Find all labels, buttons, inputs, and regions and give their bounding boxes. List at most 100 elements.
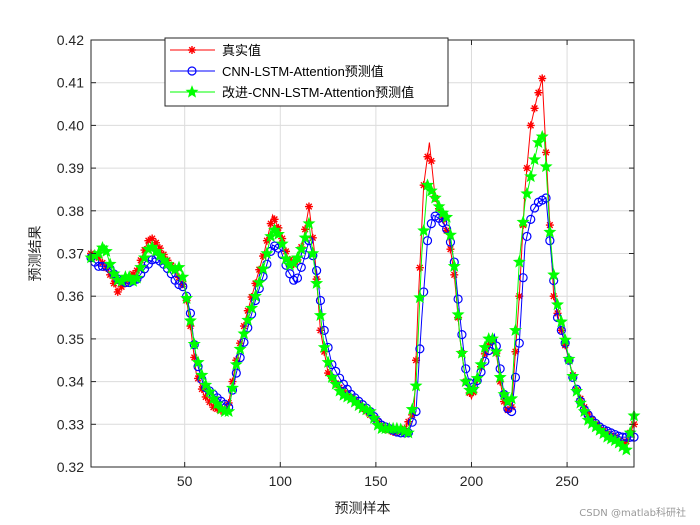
data-point: [363, 404, 377, 417]
data-point: [530, 104, 539, 113]
data-point: [524, 169, 538, 183]
data-point: [241, 313, 255, 326]
x-tick-label: 150: [364, 473, 388, 489]
data-point: [199, 378, 213, 391]
series-0: [87, 74, 638, 448]
data-point: [424, 184, 438, 197]
y-tick-label: 0.40: [57, 117, 84, 133]
data-point: [412, 356, 421, 365]
data-point: [187, 337, 201, 350]
data-point: [245, 301, 259, 314]
data-point: [497, 387, 511, 400]
data-point: [570, 384, 584, 397]
data-point: [298, 230, 312, 244]
data-point: [195, 368, 209, 381]
data-point: [152, 238, 161, 247]
y-tick-label: 0.32: [57, 459, 84, 475]
data-point: [174, 273, 183, 282]
data-point: [256, 262, 270, 275]
data-point: [507, 406, 517, 417]
y-axis-label: 预测结果: [28, 226, 44, 282]
data-point: [401, 425, 415, 439]
data-point: [109, 279, 118, 288]
data-point: [427, 156, 436, 165]
data-point: [248, 289, 262, 302]
data-point: [423, 152, 432, 161]
data-point: [138, 250, 151, 264]
data-point: [549, 292, 558, 301]
data-point: [566, 369, 580, 382]
data-point: [203, 384, 216, 398]
data-point: [413, 290, 427, 304]
legend-swatch-marker: [185, 85, 199, 98]
series-layer: [84, 74, 641, 456]
data-point: [210, 396, 224, 410]
data-point: [180, 291, 194, 304]
data-point: [451, 307, 465, 321]
data-point: [496, 377, 505, 386]
data-point: [178, 281, 188, 292]
data-point: [443, 228, 457, 241]
y-tick-label: 0.35: [57, 331, 84, 347]
data-point: [235, 353, 245, 363]
data-point: [421, 178, 434, 191]
data-point: [148, 234, 157, 243]
data-point: [252, 275, 266, 289]
data-point: [562, 352, 576, 365]
data-point: [534, 88, 543, 97]
data-point: [408, 410, 417, 419]
data-point: [405, 402, 419, 415]
data-point: [526, 121, 535, 130]
data-point: [247, 293, 256, 302]
data-point: [176, 270, 190, 283]
y-tick-label: 0.42: [57, 32, 84, 48]
data-point: [282, 247, 291, 256]
data-point: [301, 225, 310, 234]
data-point: [511, 347, 520, 356]
data-point: [577, 404, 591, 417]
data-point: [226, 381, 239, 394]
data-point: [455, 346, 469, 359]
data-point: [453, 294, 463, 304]
watermark: CSDN @matlab科研社: [579, 508, 686, 519]
series-2: [84, 129, 641, 456]
data-point: [237, 326, 251, 340]
data-point: [262, 236, 271, 245]
data-point: [140, 246, 149, 255]
legend-box: [164, 37, 449, 107]
legend-label: 真实值: [222, 43, 261, 58]
data-point: [470, 371, 484, 384]
data-point: [132, 266, 141, 275]
data-point: [543, 225, 557, 238]
tick-layer: 50 100 150 200 250 0.32 0.33 0.34 0.35 0.36 0.37 0.…: [57, 32, 634, 489]
data-point: [294, 242, 308, 255]
data-point: [312, 265, 322, 276]
data-point: [486, 332, 499, 345]
data-point: [136, 256, 145, 265]
data-point: [191, 355, 205, 368]
data-point: [287, 256, 301, 269]
data-point: [313, 308, 327, 321]
data-point: [526, 214, 536, 224]
data-point: [260, 246, 274, 260]
data-point: [522, 231, 532, 242]
data-point: [134, 260, 148, 273]
data-point: [528, 152, 542, 166]
data-point: [155, 244, 164, 253]
data-point: [275, 237, 289, 250]
data-point: [466, 382, 480, 395]
data-point: [478, 340, 492, 353]
data-point: [130, 271, 144, 284]
data-point: [209, 403, 218, 412]
data-point: [518, 273, 528, 283]
legend-label: 改进-CNN-LSTM-Attention预测值: [222, 85, 414, 100]
data-point: [541, 193, 551, 203]
data-point: [308, 233, 317, 242]
data-point: [103, 257, 117, 270]
x-tick-label: 100: [269, 473, 293, 489]
data-point: [239, 337, 249, 347]
data-point: [426, 219, 436, 229]
data-point: [329, 377, 343, 390]
data-point: [514, 338, 524, 348]
